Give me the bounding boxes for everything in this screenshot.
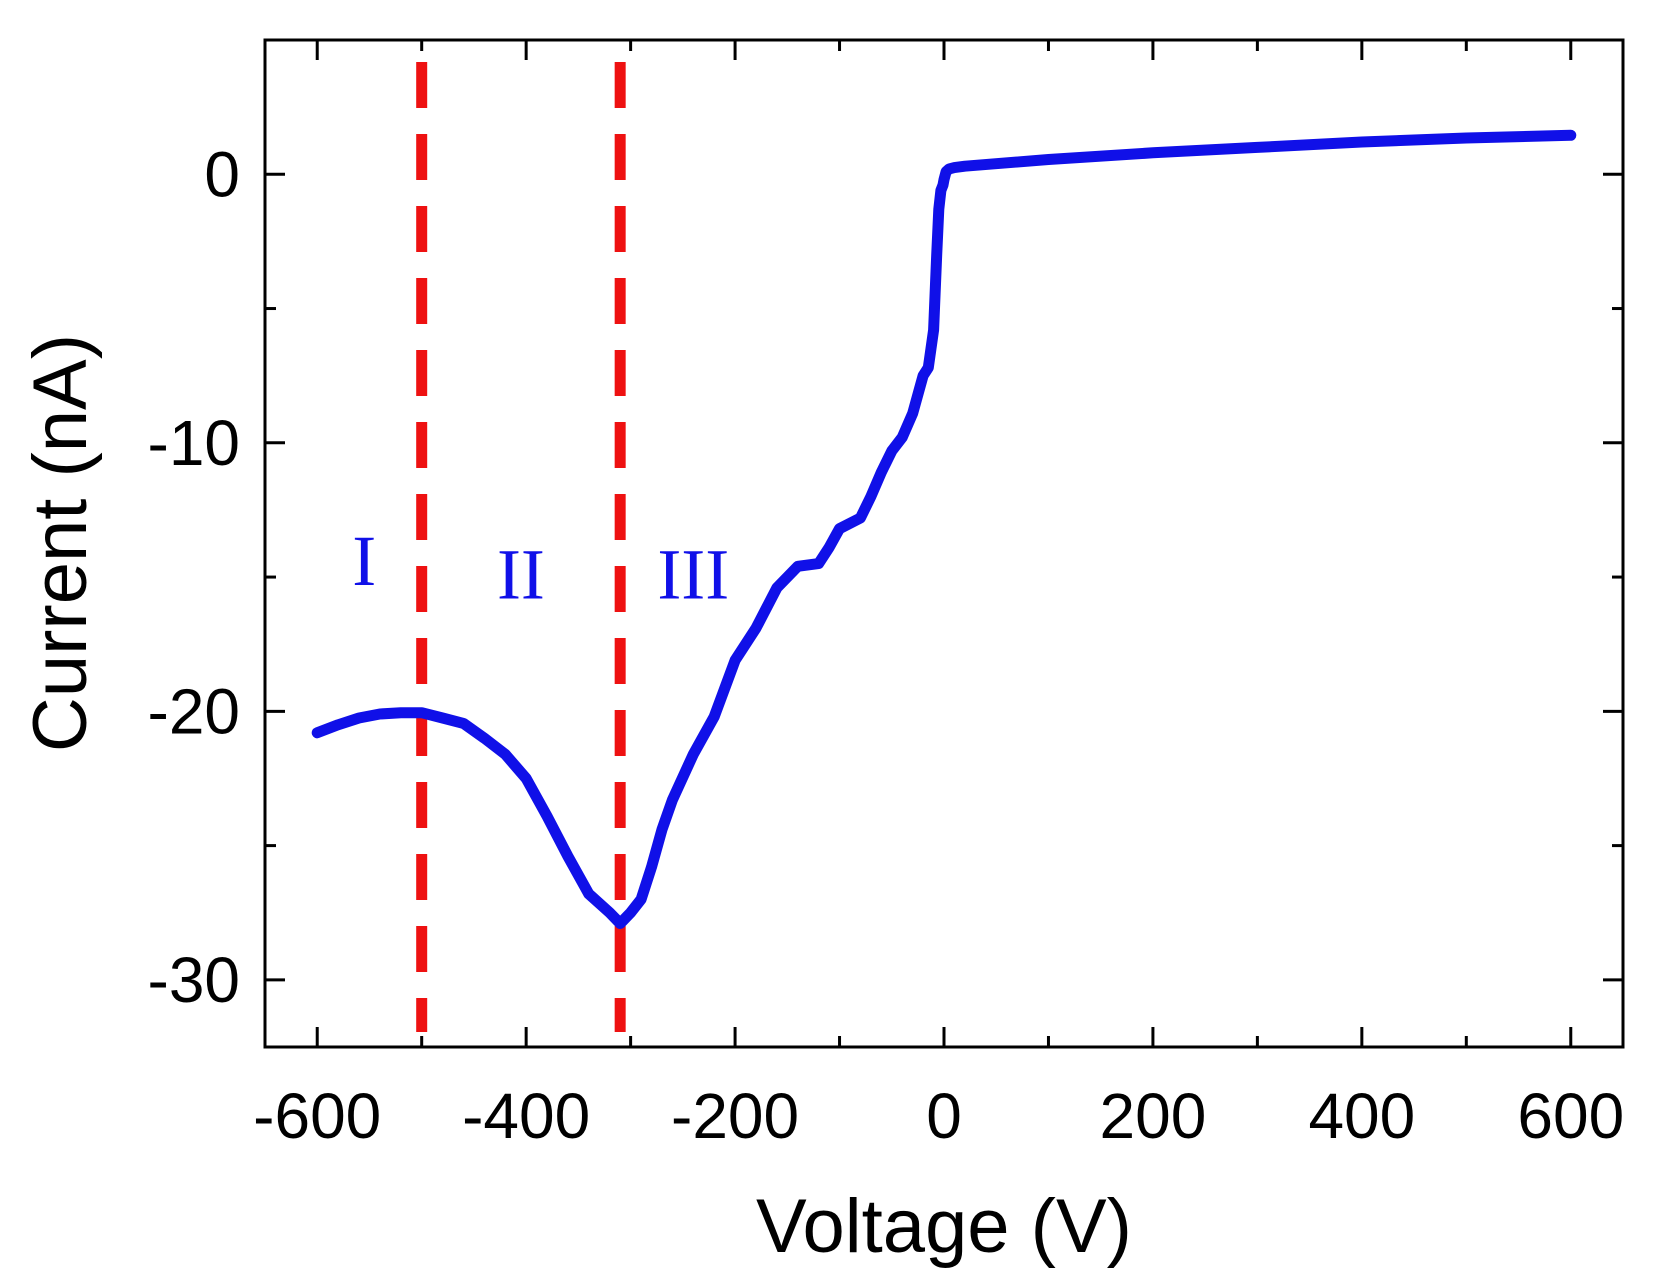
x-tick-label: 200 xyxy=(1100,1080,1207,1152)
x-axis-title: Voltage (V) xyxy=(756,1184,1132,1269)
y-tick-label: -20 xyxy=(148,675,241,747)
y-tick-label: -30 xyxy=(148,944,241,1016)
axis-ticks xyxy=(265,40,1623,1047)
x-tick-label: -200 xyxy=(671,1080,799,1152)
axis-tick-labels: -600 -400 -200 0 200 400 600 -30 -20 -10 0 xyxy=(148,138,1625,1152)
series-line-iv-curve xyxy=(311,129,1577,929)
region-label: I xyxy=(352,521,376,601)
y-tick-label: -10 xyxy=(148,407,241,479)
x-tick-label: 400 xyxy=(1308,1080,1415,1152)
y-axis-title: Current (nA) xyxy=(18,334,103,752)
x-tick-label: -400 xyxy=(462,1080,590,1152)
x-tick-label: 0 xyxy=(926,1080,962,1152)
x-tick-label: 600 xyxy=(1517,1080,1624,1152)
region-label: III xyxy=(657,535,729,615)
region-labels: I II III xyxy=(352,521,729,614)
region-label: II xyxy=(497,535,545,615)
region-boundaries xyxy=(416,62,626,1032)
y-tick-label: 0 xyxy=(204,138,240,210)
x-tick-label: -600 xyxy=(253,1080,381,1152)
